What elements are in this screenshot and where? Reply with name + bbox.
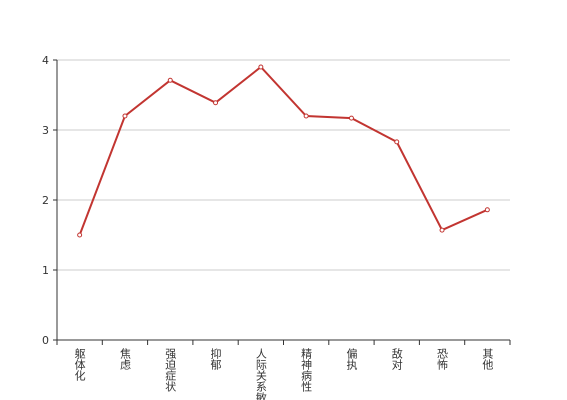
point <box>303 113 309 119</box>
x-tick-label: 偏执 <box>345 347 358 371</box>
x-tick-label: 强迫症状 <box>164 348 177 392</box>
x-tick-label: 精神病性 <box>300 348 313 393</box>
x-tick-label: 恐怖 <box>436 348 449 370</box>
x-tick-label: 躯体化 <box>73 348 86 382</box>
x-tick-label: 焦虑 <box>118 348 131 370</box>
line <box>78 65 488 236</box>
point <box>258 64 264 70</box>
point <box>394 139 400 145</box>
point <box>484 207 490 213</box>
y-tick-label: 1 <box>42 264 49 277</box>
x-tick-label: 抑郁 <box>209 347 222 370</box>
point <box>122 113 128 119</box>
y-tick-label: 0 <box>42 334 49 347</box>
point <box>439 227 445 233</box>
point <box>213 100 219 106</box>
y-tick-label: 3 <box>42 124 49 137</box>
x-tick-label: 其他 <box>481 348 494 370</box>
y-tick-label: 4 <box>42 54 49 67</box>
point <box>348 115 354 121</box>
point <box>167 77 173 83</box>
point <box>77 232 83 238</box>
x-tick-label: 人际关系敏感 <box>254 348 267 400</box>
x-tick-label: 敌对 <box>390 347 403 370</box>
y-tick-label: 2 <box>42 194 49 207</box>
